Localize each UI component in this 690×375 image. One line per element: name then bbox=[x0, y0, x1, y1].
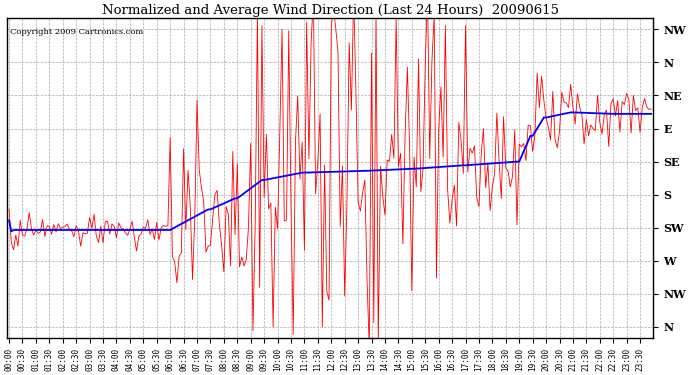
Text: Copyright 2009 Cartronics.com: Copyright 2009 Cartronics.com bbox=[10, 28, 144, 36]
Title: Normalized and Average Wind Direction (Last 24 Hours)  20090615: Normalized and Average Wind Direction (L… bbox=[101, 4, 559, 17]
